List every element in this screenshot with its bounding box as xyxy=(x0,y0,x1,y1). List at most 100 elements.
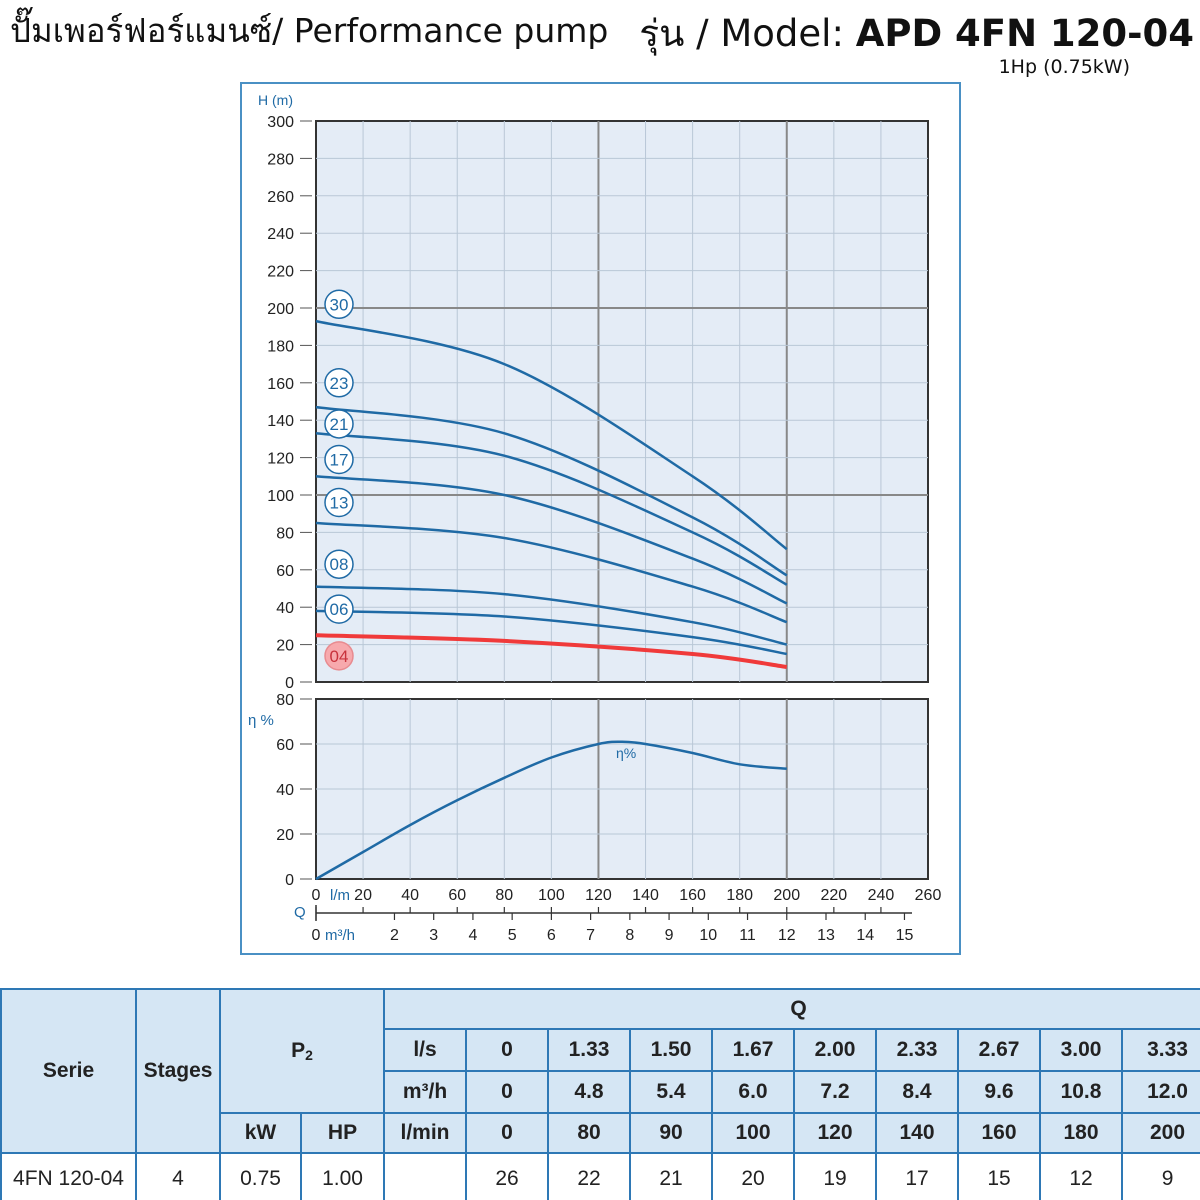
cell-ls-3: 1.67 xyxy=(711,1028,795,1072)
row-blank xyxy=(384,1152,466,1200)
head-curve-06 xyxy=(315,609,788,656)
x-tick-label-m3h: 15 xyxy=(896,927,914,944)
row-kw: 0.75 xyxy=(219,1152,302,1200)
head-y-tick-label: 300 xyxy=(267,114,294,131)
head-curve-13 xyxy=(315,521,788,624)
head-y-tick-label: 80 xyxy=(276,525,294,542)
x-tick-label-m3h: 9 xyxy=(665,927,674,944)
cell-head-5: 17 xyxy=(875,1152,959,1200)
eff-y-tick-label: 0 xyxy=(285,872,294,889)
cell-lmin-5: 140 xyxy=(875,1112,959,1154)
x-tick-label-lmin: 120 xyxy=(585,887,612,904)
model-title: รุ่น / Model: APD 4FN 120-04 xyxy=(639,4,1194,63)
cell-lmin-6: 160 xyxy=(957,1112,1041,1154)
x-tick-label-lmin: 100 xyxy=(538,887,565,904)
stage-badge-04 xyxy=(324,641,354,671)
header-ls: l/s xyxy=(383,1028,467,1072)
performance-table-wrap: Serie Stages P2 Q l/s 0 1.33 1.50 1.67 2.00 2… xyxy=(0,988,1200,1200)
cell-lmin-4: 120 xyxy=(793,1112,877,1154)
efficiency-axis-label: η % xyxy=(248,712,274,729)
cell-head-4: 19 xyxy=(793,1152,877,1200)
cell-head-3: 20 xyxy=(711,1152,795,1200)
stage-badge-17 xyxy=(324,444,354,475)
cell-head-8: 9 xyxy=(1120,1152,1200,1200)
head-y-tick-label: 120 xyxy=(267,451,294,468)
head-y-tick-label: 40 xyxy=(276,600,294,617)
cell-head-6: 15 xyxy=(957,1152,1041,1200)
x-tick-label-m3h: 10 xyxy=(699,927,717,944)
cell-ls-5: 2.33 xyxy=(875,1028,959,1072)
cell-lmin-3: 100 xyxy=(711,1112,795,1154)
x-tick-label-m3h: 3 xyxy=(429,927,438,944)
x-unit-m3h-label: m³/h xyxy=(325,927,355,944)
eff-y-tick-label: 60 xyxy=(276,737,294,754)
head-curve-17 xyxy=(315,475,788,605)
cell-m3h-8: 12.0 xyxy=(1120,1070,1200,1114)
row-stages: 4 xyxy=(135,1152,221,1200)
x-tick-label-m3h: 5 xyxy=(508,927,517,944)
eff-y-tick-label: 40 xyxy=(276,782,294,799)
cell-lmin-7: 180 xyxy=(1039,1112,1123,1154)
cell-ls-8: 3.33 xyxy=(1120,1028,1200,1072)
head-y-tick-label: 20 xyxy=(276,638,294,655)
head-curve-23 xyxy=(315,405,788,577)
cell-m3h-2: 5.4 xyxy=(629,1070,713,1114)
stage-badge-13 xyxy=(324,487,354,518)
header-stages: Stages xyxy=(135,988,221,1154)
header-p2-main: P xyxy=(291,1039,306,1062)
stage-badge-30 xyxy=(324,289,354,320)
head-y-tick-label: 140 xyxy=(267,413,294,430)
cell-ls-1: 1.33 xyxy=(547,1028,631,1072)
stage-badge-21 xyxy=(324,409,354,439)
page-title: ปั๊มเพอร์ฟอร์แมนซ์/ Performance pump xyxy=(10,11,609,50)
cell-head-1: 22 xyxy=(547,1152,631,1200)
x-tick-label-m3h: 2 xyxy=(390,927,399,944)
header-hp: HP xyxy=(300,1112,385,1154)
head-y-tick-label: 200 xyxy=(267,301,294,318)
cell-head-2: 21 xyxy=(629,1152,713,1200)
cell-m3h-1: 4.8 xyxy=(547,1070,631,1114)
head-y-tick-label: 220 xyxy=(267,264,294,281)
head-y-tick-label: 240 xyxy=(267,226,294,243)
stage-label-08: 08 xyxy=(330,555,349,574)
x-tick-label-lmin: 260 xyxy=(915,887,942,904)
x-tick-label-lmin: 140 xyxy=(632,887,659,904)
head-curve-04 xyxy=(315,633,788,669)
cell-m3h-6: 9.6 xyxy=(957,1070,1041,1114)
head-y-tick-label: 0 xyxy=(285,675,294,692)
eff-y-tick-label: 20 xyxy=(276,827,294,844)
x-tick-label-m3h: 11 xyxy=(739,927,756,944)
pump-performance-chart: 0204060801001201401601802002202402602803… xyxy=(240,82,961,955)
head-y-tick-label: 60 xyxy=(276,563,294,580)
head-curve-30 xyxy=(315,319,788,551)
header-m3h: m³/h xyxy=(383,1070,467,1114)
x-tick-label-m3h: 14 xyxy=(856,927,874,944)
header-kw: kW xyxy=(219,1112,302,1154)
efficiency-curve-label: η% xyxy=(616,745,636,761)
head-y-tick-label: 180 xyxy=(267,338,294,355)
cell-ls-7: 3.00 xyxy=(1039,1028,1123,1072)
head-y-tick-label: 160 xyxy=(267,376,294,393)
x-tick-label-lmin: 0 xyxy=(312,887,321,904)
cell-m3h-4: 7.2 xyxy=(793,1070,877,1114)
cell-head-0: 26 xyxy=(465,1152,549,1200)
x-tick-label-m3h: 13 xyxy=(817,927,835,944)
stage-label-23: 23 xyxy=(330,374,349,393)
cell-lmin-2: 90 xyxy=(629,1112,713,1154)
stage-badge-06 xyxy=(324,594,354,624)
cell-m3h-0: 0 xyxy=(465,1070,549,1114)
head-plot-area xyxy=(315,120,929,683)
x-tick-label-lmin: 40 xyxy=(401,887,419,904)
model-name: APD 4FN 120-04 xyxy=(855,12,1194,55)
head-y-tick-label: 260 xyxy=(267,189,294,206)
cell-lmin-8: 200 xyxy=(1120,1112,1200,1154)
cell-m3h-7: 10.8 xyxy=(1039,1070,1123,1114)
head-y-tick-label: 100 xyxy=(267,488,294,505)
head-axis-label: H (m) xyxy=(258,92,293,108)
efficiency-curve xyxy=(315,740,787,881)
x-tick-label-lmin: 200 xyxy=(773,887,800,904)
cell-ls-4: 2.00 xyxy=(793,1028,877,1072)
head-curve-21 xyxy=(315,432,788,586)
x-tick-label-lmin: 60 xyxy=(448,887,466,904)
stage-badge-23 xyxy=(324,368,354,398)
